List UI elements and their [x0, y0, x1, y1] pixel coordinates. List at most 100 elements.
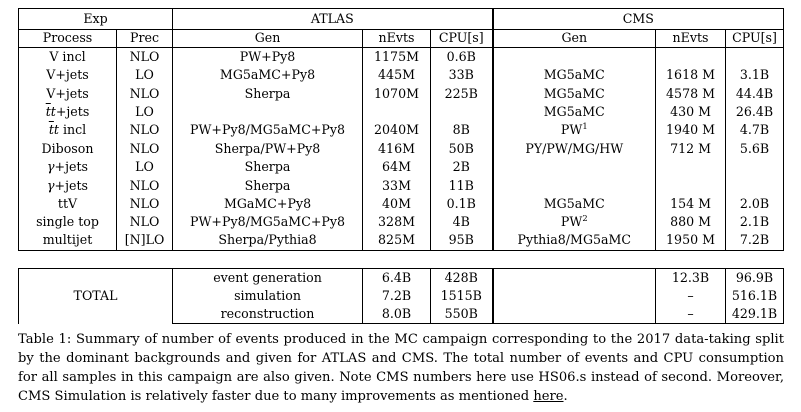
col-header-prec: Prec	[116, 29, 174, 49]
table-row: multijet [N]LO Sherpa/Pythia8 825M 95B P…	[18, 231, 785, 251]
column-header-row: Process Prec Gen nEvts CPU[s] Gen nEvts …	[18, 29, 785, 49]
cell-atlas-cpu: 11B	[430, 176, 494, 196]
table-row: tt+jets LO MG5aMC 430 M 26.4B	[18, 103, 785, 122]
cell-cms-gen: MG5aMC	[492, 103, 657, 122]
cell-atlas-cpu	[430, 103, 494, 122]
cell-prec: NLO	[116, 213, 174, 232]
cell-prec: NLO	[116, 84, 174, 104]
cell-cms-cpu: 26.4B	[725, 103, 785, 122]
cell-cms-gen: MG5aMC	[492, 66, 657, 85]
total-row: TOTAL event generation 6.4B 428B 12.3B 9…	[17, 268, 785, 324]
table-section-gap	[19, 250, 784, 268]
cell-process: γ+jets	[18, 158, 117, 177]
cell-cms-nevts: 1950 M	[655, 231, 727, 251]
cell-atlas-nevts	[362, 103, 432, 122]
footnote-marker-2: 2	[582, 213, 588, 224]
cell-cms-nevts: 1940 M	[655, 121, 727, 140]
group-header-exp: Exp	[17, 8, 174, 30]
cell-atlas-gen: PW+Py8/MG5aMC+Py8	[172, 213, 364, 232]
cell-atlas-gen	[172, 103, 364, 122]
col-header-cms-nevts: nEvts	[655, 29, 727, 49]
cell-prec: LO	[116, 66, 174, 85]
cell-atlas-gen: Sherpa/PW+Py8	[172, 139, 364, 159]
cell-atlas-cpu: 0.6B	[430, 47, 494, 67]
col-header-atlas-gen: Gen	[172, 29, 364, 49]
table-row: ttV NLO MGaMC+Py8 40M 0.1B MG5aMC 154 M …	[18, 195, 785, 214]
mc-campaign-summary-table: Exp ATLAS CMS Process Prec Gen nEvts CPU…	[17, 8, 785, 325]
group-header-atlas: ATLAS	[172, 8, 494, 30]
col-header-atlas-cpu: CPU[s]	[430, 29, 494, 49]
total-row: reconstruction 8.0B 550B – 429.1B	[19, 305, 785, 325]
cell-atlas-gen: Sherpa	[172, 176, 364, 196]
cell-process: V+jets	[18, 66, 117, 85]
cell-atlas-gen: MG5aMC+Py8	[172, 66, 364, 85]
table-caption: Table 1: Summary of number of events pro…	[18, 330, 784, 406]
cell-prec: LO	[116, 158, 174, 177]
cell-cms-gen: MG5aMC	[492, 84, 657, 104]
cell-atlas-nevts: 33M	[362, 176, 432, 196]
cell-cms-nevts	[655, 176, 727, 196]
cell-atlas-gen: MGaMC+Py8	[172, 195, 364, 214]
cell-cms-gen	[492, 47, 657, 67]
cell-atlas-gen: PW+Py8/MG5aMC+Py8	[172, 121, 364, 140]
cell-process: tt incl	[18, 121, 117, 140]
cell-atlas-nevts: 1070M	[362, 84, 432, 104]
caption-text-end: .	[563, 389, 568, 404]
total-atlas-cpu: 428B	[430, 268, 494, 287]
cell-atlas-cpu: 2B	[430, 158, 494, 177]
total-atlas-nevts: 6.4B	[362, 268, 431, 287]
cell-cms-cpu	[725, 158, 785, 177]
cell-process: V incl	[18, 47, 117, 67]
cell-prec: NLO	[116, 47, 174, 67]
total-stage: reconstruction	[172, 305, 363, 325]
caption-here-link[interactable]: here	[533, 389, 564, 404]
cell-prec: NLO	[116, 195, 174, 214]
cell-atlas-cpu: 95B	[430, 231, 494, 251]
cell-cms-nevts	[655, 47, 727, 67]
cell-atlas-nevts: 328M	[362, 213, 432, 232]
cell-cms-gen: PW1	[492, 121, 657, 140]
cell-atlas-nevts: 64M	[362, 158, 432, 177]
cell-cms-nevts: 430 M	[655, 103, 727, 122]
cell-process: γ+jets	[18, 176, 117, 196]
cell-cms-cpu: 2.1B	[725, 213, 785, 232]
cell-atlas-gen: PW+Py8	[172, 47, 364, 67]
total-cms-nevts: –	[655, 305, 726, 325]
table-row: single top NLO PW+Py8/MG5aMC+Py8 328M 4B…	[18, 213, 785, 232]
cell-cms-nevts: 712 M	[655, 139, 727, 159]
table-row: Diboson NLO Sherpa/PW+Py8 416M 50B PY/PW…	[18, 139, 785, 159]
cell-process: tt+jets	[18, 103, 117, 122]
group-header-row: Exp ATLAS CMS	[17, 8, 785, 30]
total-cms-nevts: –	[655, 286, 726, 306]
cell-process: V+jets	[18, 84, 117, 104]
cell-cms-cpu: 7.2B	[725, 231, 785, 251]
cell-cms-cpu: 4.7B	[725, 121, 785, 140]
col-header-cms-cpu: CPU[s]	[725, 29, 785, 49]
table-row: tt incl NLO PW+Py8/MG5aMC+Py8 2040M 8B P…	[18, 121, 785, 140]
total-stage: simulation	[172, 286, 363, 306]
cell-cms-gen: PW2	[492, 213, 657, 232]
cell-cms-cpu: 2.0B	[725, 195, 785, 214]
cell-prec: [N]LO	[116, 231, 174, 251]
cell-atlas-cpu: 225B	[430, 84, 494, 104]
total-cms-nevts: 12.3B	[655, 268, 726, 287]
total-label: TOTAL	[17, 268, 173, 324]
total-cms-gen	[492, 305, 656, 325]
cell-prec: NLO	[116, 176, 174, 196]
cell-cms-nevts	[655, 158, 727, 177]
cell-cms-nevts: 1618 M	[655, 66, 727, 85]
cell-cms-gen: MG5aMC	[492, 195, 657, 214]
cell-cms-nevts: 4578 M	[655, 84, 727, 104]
cell-atlas-cpu: 50B	[430, 139, 494, 159]
cell-atlas-nevts: 1175M	[362, 47, 432, 67]
cell-process: Diboson	[18, 139, 117, 159]
table-row: V+jets NLO Sherpa 1070M 225B MG5aMC 4578…	[18, 84, 785, 104]
group-header-cms: CMS	[492, 8, 785, 30]
cell-atlas-gen: Sherpa	[172, 84, 364, 104]
cell-prec: LO	[116, 103, 174, 122]
cell-cms-cpu	[725, 176, 785, 196]
table-row: γ+jets LO Sherpa 64M 2B	[18, 158, 785, 177]
col-header-cms-gen: Gen	[492, 29, 657, 49]
cell-prec: NLO	[116, 139, 174, 159]
